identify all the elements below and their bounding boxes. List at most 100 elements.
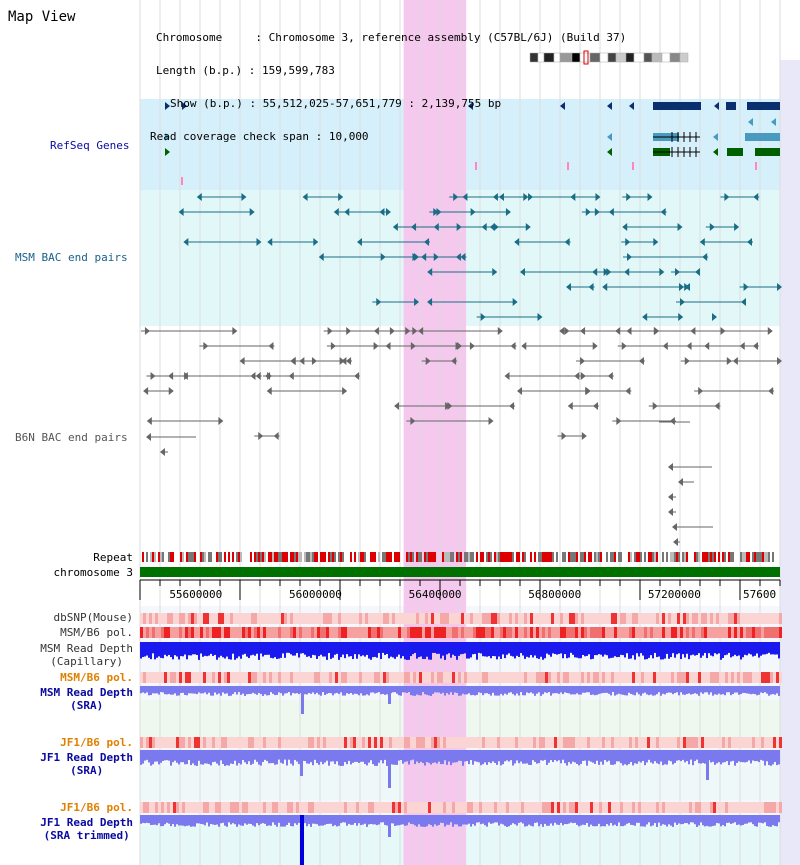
msm-sra-depth-bar — [682, 686, 684, 695]
msm-sra-depth-bar — [730, 686, 732, 696]
msm-bac-end-arrow — [433, 208, 439, 216]
jf1-sra-depth-bar — [582, 750, 584, 761]
dbsnp-cell — [422, 613, 425, 624]
jf1-pol-cell — [284, 737, 287, 748]
jf1-trimmed-depth-bar-spike — [388, 815, 391, 837]
jf1-trimmed-depth-bar — [554, 815, 556, 823]
jf1-sra-depth-bar — [672, 750, 674, 765]
jf1-trimmed-depth-bar — [744, 815, 746, 824]
dbsnp-cell — [770, 613, 773, 624]
b6n-bac-end-pairs-label[interactable]: B6N BAC end pairs — [15, 431, 128, 444]
jf1-trimmed-pol-cell — [413, 802, 416, 813]
msm-sra-pol-cell — [686, 672, 689, 683]
repeat-element — [722, 552, 724, 562]
msm-sra-pol-cell — [716, 672, 719, 683]
jf1-trimmed-depth-bar — [600, 815, 602, 827]
jf1-sra-depth-bar — [404, 750, 406, 762]
jf1-sra-depth-bar — [610, 750, 612, 765]
msm-sra-pol-cell — [683, 672, 686, 683]
jf1-trimmed-depth-bar — [534, 815, 536, 823]
msm-pol-cell — [482, 627, 485, 638]
msm-pol-cell — [557, 627, 560, 638]
jf1-trimmed-pol-cell — [767, 802, 770, 813]
repeat-element — [378, 552, 380, 562]
repeat-element — [394, 552, 396, 562]
dbsnp-cell — [590, 613, 593, 624]
msm-sra-depth-bar — [214, 686, 216, 693]
dbsnp-cell — [260, 613, 263, 624]
jf1-sra-depth-bar — [658, 750, 660, 765]
repeat-element — [670, 552, 672, 562]
jf1-pol-cell — [179, 737, 182, 748]
msm-sra-pol-cell — [389, 672, 392, 683]
refseq-genes-label[interactable]: RefSeq Genes — [50, 139, 130, 152]
msm-cap-depth-bar — [348, 642, 350, 657]
jf1-pol-cell — [725, 737, 728, 748]
jf1-sra-depth-bar — [660, 750, 662, 762]
dbsnp-cell — [560, 613, 563, 624]
dbsnp-cell — [755, 613, 758, 624]
msm-bac-end-pairs-label[interactable]: MSM BAC end pairs — [15, 251, 128, 264]
repeat-element — [718, 552, 720, 562]
msm-pol-cell — [281, 627, 284, 638]
msm-cap-depth-bar — [182, 642, 184, 657]
jf1-trimmed-pol-cell — [419, 802, 422, 813]
msm-sra-pol-cell — [494, 672, 497, 683]
msm-sra-pol-cell — [707, 672, 710, 683]
jf1-trimmed-depth-bar — [150, 815, 152, 826]
msm-pol-cell — [299, 627, 302, 638]
repeat-element — [732, 552, 734, 562]
jf1-trimmed-pol-cell — [476, 802, 479, 813]
jf1-sra-depth-bar — [408, 750, 410, 765]
msm-sra-pol-cell — [152, 672, 155, 683]
jf1-trimmed-depth-bar — [280, 815, 282, 827]
repeat-element — [768, 552, 770, 562]
jf1-trimmed-depth-bar — [304, 815, 306, 824]
jf1-trimmed-depth-bar — [708, 815, 710, 827]
msm-sra-depth-bar — [740, 686, 742, 695]
msm-pol-cell — [422, 627, 425, 638]
jf1-trimmed-pol-cell — [434, 802, 437, 813]
jf1-sra-depth-bar — [166, 750, 168, 761]
jf1-pol-cell — [527, 737, 530, 748]
jf1-sra-depth-bar — [376, 750, 378, 766]
jf1-trimmed-depth-bar — [642, 815, 644, 827]
dbsnp-cell — [272, 613, 275, 624]
msm-sra-pol-cell — [584, 672, 587, 683]
msm-pol-cell — [530, 627, 533, 638]
dbsnp-cell — [275, 613, 278, 624]
jf1-trimmed-pol-cell — [593, 802, 596, 813]
jf1-trimmed-depth-bar — [588, 815, 590, 827]
jf1-trimmed-depth-bar — [466, 815, 468, 825]
jf1-pol-cell — [218, 737, 221, 748]
jf1-trimmed-depth-bar — [422, 815, 424, 827]
jf1-trimmed-depth-bar — [560, 815, 562, 823]
gene-arrow — [165, 133, 170, 141]
dbsnp-cell — [278, 613, 281, 624]
jf1-pol-cell — [560, 737, 563, 748]
jf1-sra-depth-bar — [322, 750, 324, 765]
jf1-sra-depth-bar — [728, 750, 730, 766]
repeat-element — [446, 552, 448, 562]
msm-sra-pol-cell — [629, 672, 632, 683]
msm-sra-depth-bar — [774, 686, 776, 695]
msm-pol-cell — [755, 627, 758, 638]
jf1-sra-depth-bar — [340, 750, 342, 766]
msm-bac-end-arrow — [734, 223, 740, 231]
jf1-sra-depth-bar — [738, 750, 740, 762]
jf1-trimmed-depth-bar — [258, 815, 260, 826]
b6n-bac-end-arrow — [615, 327, 621, 335]
jf1-trimmed-depth-bar — [610, 815, 612, 824]
jf1-sra-depth-bar — [448, 750, 450, 762]
jf1-pol-cell — [236, 737, 239, 748]
dbsnp-cell — [587, 613, 590, 624]
repeat-element — [412, 552, 414, 562]
msm-sra-depth-bar — [706, 686, 708, 693]
b6n-bac-end-arrow — [373, 327, 379, 335]
jf1-pol-cell — [596, 737, 599, 748]
selected-region-highlight — [403, 0, 467, 865]
dbsnp-cell — [158, 613, 161, 624]
jf1-sra-depth-bar — [508, 750, 510, 762]
dbsnp-cell — [335, 613, 338, 624]
